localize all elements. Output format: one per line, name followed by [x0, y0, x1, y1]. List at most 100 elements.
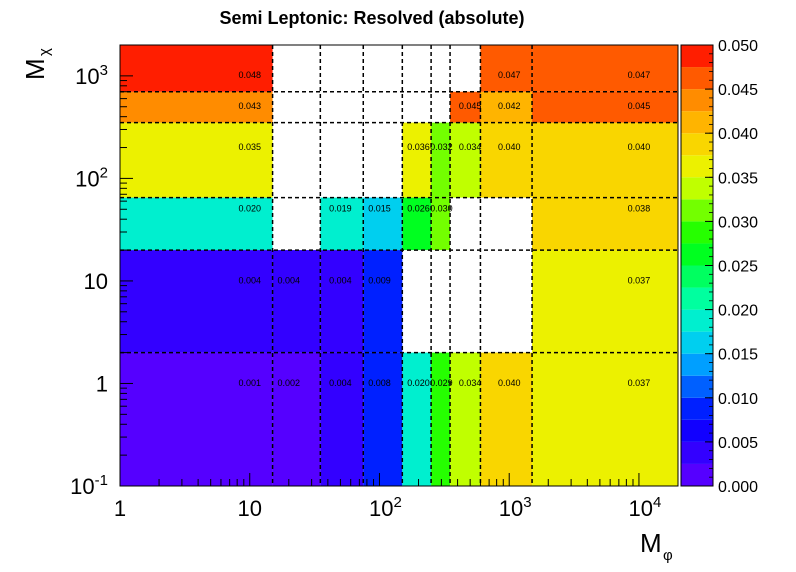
- palette-swatch: [681, 309, 713, 332]
- heatmap-cell: [532, 91, 678, 123]
- palette-swatch: [681, 133, 713, 156]
- palette-tick-label: 0.050: [718, 38, 758, 55]
- heatmap-cell: [320, 197, 364, 251]
- cell-value-label: 0.020: [407, 378, 430, 388]
- cell-value-label: 0.015: [368, 204, 391, 214]
- heatmap-cell: [532, 122, 678, 198]
- cell-value-label: 0.045: [459, 101, 482, 111]
- y-axis-title-sub: χ: [36, 48, 53, 56]
- cell-value-label: 0.048: [238, 70, 261, 80]
- bin-grid-lines: [120, 45, 678, 486]
- cell-value-label: 0.029: [430, 378, 453, 388]
- x-axis-title-main: M: [640, 528, 662, 558]
- heatmap-cell: [532, 352, 678, 486]
- palette-tick-label: 0.025: [718, 259, 758, 276]
- y-axis-title-main: M: [20, 58, 50, 80]
- palette-swatch: [681, 45, 713, 68]
- heatmap-cell: [363, 250, 403, 353]
- cell-value-label: 0.030: [430, 204, 453, 214]
- x-tick-label: 103: [499, 494, 532, 521]
- cell-value-label: 0.002: [278, 378, 301, 388]
- heatmap-cell: [450, 122, 481, 198]
- x-tick-label: 10: [237, 496, 261, 521]
- heatmap-cell: [480, 122, 533, 198]
- cell-value-label: 0.008: [368, 378, 391, 388]
- cell-value-labels: 0.001 0.002 0.004 0.008 0.020 0.029 0.034 0.040…: [238, 70, 650, 388]
- cell-value-label: 0.040: [498, 378, 521, 388]
- cell-value-label: 0.043: [238, 101, 261, 111]
- palette-tick-label: 0.005: [718, 435, 758, 452]
- palette-swatch: [681, 243, 713, 266]
- palette-tick-label: 0.000: [718, 479, 758, 496]
- heatmap-cell: [532, 197, 678, 251]
- heatmap-cell: [272, 250, 321, 353]
- cell-value-label: 0.034: [459, 378, 482, 388]
- heatmap-cell: [120, 352, 273, 486]
- cell-value-label: 0.047: [498, 70, 521, 80]
- cell-value-label: 0.001: [238, 378, 261, 388]
- cell-value-label: 0.004: [329, 378, 352, 388]
- cell-value-label: 0.034: [459, 142, 482, 152]
- palette-tick-label: 0.030: [718, 214, 758, 231]
- y-tick-label: 1: [96, 371, 108, 396]
- heatmap-cell: [402, 122, 432, 198]
- palette-tick-label: 0.015: [718, 347, 758, 364]
- palette-tick-label: 0.040: [718, 126, 758, 143]
- cell-value-label: 0.042: [498, 101, 521, 111]
- heatmap-cell: [320, 250, 364, 353]
- y-axis: 10-1 1 10 102 103: [70, 44, 133, 499]
- heatmap-cell: [120, 45, 273, 92]
- palette-tick-label: 0.035: [718, 170, 758, 187]
- heatmap-cell: [532, 45, 678, 92]
- palette-tick-label: 0.045: [718, 82, 758, 99]
- heatmap-cell: [480, 45, 533, 92]
- palette-tick-label: 0.020: [718, 303, 758, 320]
- x-axis-title-sub: φ: [663, 547, 673, 564]
- plot-frame: [119, 44, 679, 487]
- palette-swatch: [681, 199, 713, 222]
- cell-value-label: 0.004: [278, 275, 301, 285]
- heatmap-cell: [120, 250, 273, 353]
- palette-swatch: [681, 441, 713, 464]
- heatmap-cell: [431, 197, 451, 251]
- palette-swatch: [681, 463, 713, 486]
- palette-swatch: [681, 155, 713, 178]
- cell-value-label: 0.019: [329, 204, 352, 214]
- y-tick-label: 102: [75, 164, 108, 191]
- palette-swatch: [681, 397, 713, 420]
- cell-value-label: 0.004: [238, 275, 261, 285]
- palette-swatch: [681, 177, 713, 200]
- cell-value-label: 0.037: [628, 378, 651, 388]
- heatmap-cell: [532, 250, 678, 353]
- heatmap-cell: [272, 352, 321, 486]
- heatmap-cell: [480, 352, 533, 486]
- cell-value-label: 0.045: [628, 101, 651, 111]
- cell-value-label: 0.032: [430, 142, 453, 152]
- heatmap-cell: [363, 352, 403, 486]
- heatmap-cell: [450, 91, 481, 123]
- y-tick-label: 10-1: [70, 472, 108, 499]
- cell-value-label: 0.035: [238, 142, 261, 152]
- heatmap-cell: [402, 352, 432, 486]
- heatmap-cell: [320, 352, 364, 486]
- x-axis-title: M φ: [640, 528, 673, 564]
- heatmap-cell: [450, 352, 481, 486]
- cell-value-label: 0.037: [628, 275, 651, 285]
- heatmap-cell: [120, 122, 273, 198]
- heatmap-cell: [431, 122, 451, 198]
- palette-swatch: [681, 111, 713, 134]
- heatmap-cell: [480, 91, 533, 123]
- palette-tick-label: 0.010: [718, 391, 758, 408]
- cell-value-label: 0.026: [407, 204, 430, 214]
- heatmap-cell: [120, 197, 273, 251]
- palette-swatch: [681, 287, 713, 310]
- cell-value-label: 0.009: [368, 275, 391, 285]
- palette-swatch: [681, 67, 713, 90]
- color-palette: 0.000 0.005 0.010 0.015 0.020 0.025 0.030 0.035…: [680, 38, 758, 496]
- cell-value-label: 0.040: [498, 142, 521, 152]
- x-tick-label: 104: [629, 494, 662, 521]
- heatmap-cell: [120, 91, 273, 123]
- heatmap-cell: [431, 352, 451, 486]
